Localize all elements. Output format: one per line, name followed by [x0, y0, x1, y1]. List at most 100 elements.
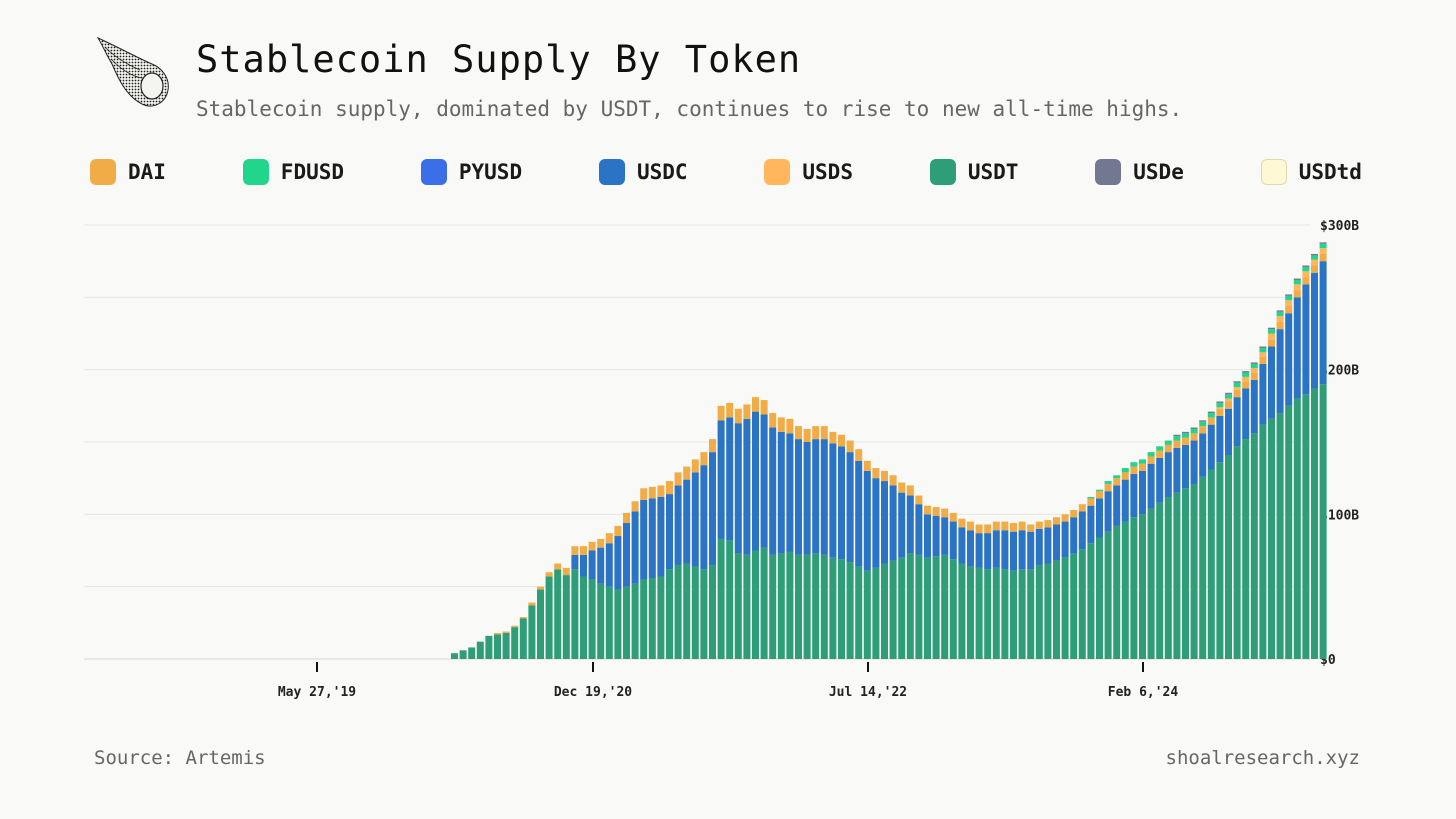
bar-dai [863, 460, 871, 471]
bar-usdt [786, 551, 794, 659]
bar-usdc [580, 554, 587, 577]
bar-usde [1268, 327, 1275, 330]
bar-usdc [1035, 528, 1043, 565]
bar-dai [1207, 417, 1215, 425]
bar-fdusd [1319, 243, 1327, 249]
bar-usdt [906, 553, 914, 659]
bar-usde [1173, 434, 1181, 437]
bar-usdt [743, 554, 751, 659]
bar-dai [949, 512, 957, 522]
bar-usde [1225, 392, 1232, 395]
bar-fdusd [1104, 481, 1112, 484]
bar-usdt [1302, 394, 1310, 659]
bar-usdt [1078, 549, 1086, 659]
bar-fdusd [1242, 372, 1250, 377]
bar-usdt [1268, 418, 1275, 659]
bar-usdc [906, 495, 914, 554]
bar-dai [932, 507, 940, 516]
bar-dai [1096, 491, 1103, 499]
x-tick-label: Dec 19,'20 [554, 685, 632, 700]
bar-dai [829, 431, 837, 444]
bar-usdc [1164, 452, 1172, 497]
bar-usdc [958, 527, 966, 564]
bar-usdc [614, 536, 622, 590]
bar-usdt [932, 556, 940, 659]
bar-usdt [588, 579, 596, 659]
bar-usdt [1018, 569, 1026, 659]
bar-fdusd [1156, 446, 1164, 451]
site-url: shoalresearch.xyz [1165, 747, 1360, 769]
bar-usde [1311, 253, 1318, 256]
bar-usdc [1285, 313, 1293, 406]
bar-usdc [734, 423, 742, 554]
legend-swatch [1260, 159, 1287, 185]
legend-swatch [764, 159, 791, 185]
bar-usdc [992, 530, 1000, 568]
bar-dai [1268, 339, 1275, 347]
bar-fdusd [1259, 347, 1267, 353]
bar-usdc [1276, 329, 1284, 414]
bar-usdt [1173, 492, 1181, 659]
bar-usdt [734, 553, 742, 659]
bar-usds [1233, 387, 1241, 390]
bar-usdc [1242, 388, 1250, 440]
bar-usdc [1130, 473, 1138, 518]
bar-usdt [571, 569, 579, 659]
bar-usdt [777, 553, 785, 659]
bar-usdt [1182, 488, 1189, 659]
bar-usdt [1259, 424, 1267, 659]
bar-fdusd [1164, 440, 1172, 445]
legend-item-fdusd: FDUSD [242, 159, 344, 185]
bar-fdusd [1173, 436, 1181, 441]
bar-usdt [1147, 508, 1155, 659]
bar-fdusd [1113, 475, 1121, 479]
bar-usdt [485, 635, 493, 659]
bar-usdc [631, 511, 639, 584]
bar-usdt [795, 554, 802, 659]
bar-usdt [1225, 455, 1232, 659]
bar-usdc [1113, 485, 1121, 526]
bar-usdc [769, 427, 777, 555]
bar-usdt [640, 579, 648, 659]
bar-dai [984, 524, 992, 534]
bar-usdc [1259, 363, 1267, 425]
bar-dai [631, 501, 639, 512]
bar-dai [1139, 463, 1146, 471]
bar-usdt [1096, 537, 1103, 659]
bar-dai [580, 546, 587, 555]
bar-usds [1311, 259, 1318, 266]
bar-usdt [623, 586, 630, 659]
bar-usdt [700, 569, 708, 659]
bar-fdusd [1199, 421, 1207, 427]
bar-usdc [1156, 457, 1164, 503]
bar-dai [941, 508, 949, 518]
bar-dai [1035, 521, 1043, 529]
bar-dai [1276, 321, 1284, 330]
bar-usdc [571, 554, 579, 570]
bar-dai [992, 521, 1000, 531]
bar-dai [1311, 265, 1318, 273]
bar-usde [1242, 371, 1250, 373]
bar-usdt [674, 564, 682, 659]
bar-usdt [967, 566, 974, 659]
legend-swatch [929, 159, 956, 185]
bar-usdt [846, 562, 854, 659]
bar-usdt [528, 605, 536, 659]
bar-usdc [1061, 521, 1069, 558]
bar-dai [915, 495, 923, 505]
bar-fdusd [1233, 382, 1241, 388]
bar-dai [640, 488, 648, 500]
bar-dai [769, 413, 777, 428]
bar-usdc [743, 418, 751, 555]
bar-dai [562, 567, 570, 576]
bar-fdusd [1139, 459, 1146, 464]
shell-logo-icon [96, 36, 169, 107]
legend-label: PYUSD [458, 160, 523, 184]
bar-usdt [1027, 569, 1035, 659]
bar-dai [1293, 290, 1301, 298]
bar-usdc [975, 533, 983, 568]
bar-dai [1078, 504, 1086, 512]
bar-dai [709, 439, 716, 453]
bar-usde [1190, 427, 1198, 429]
bar-usdt [1207, 469, 1215, 659]
